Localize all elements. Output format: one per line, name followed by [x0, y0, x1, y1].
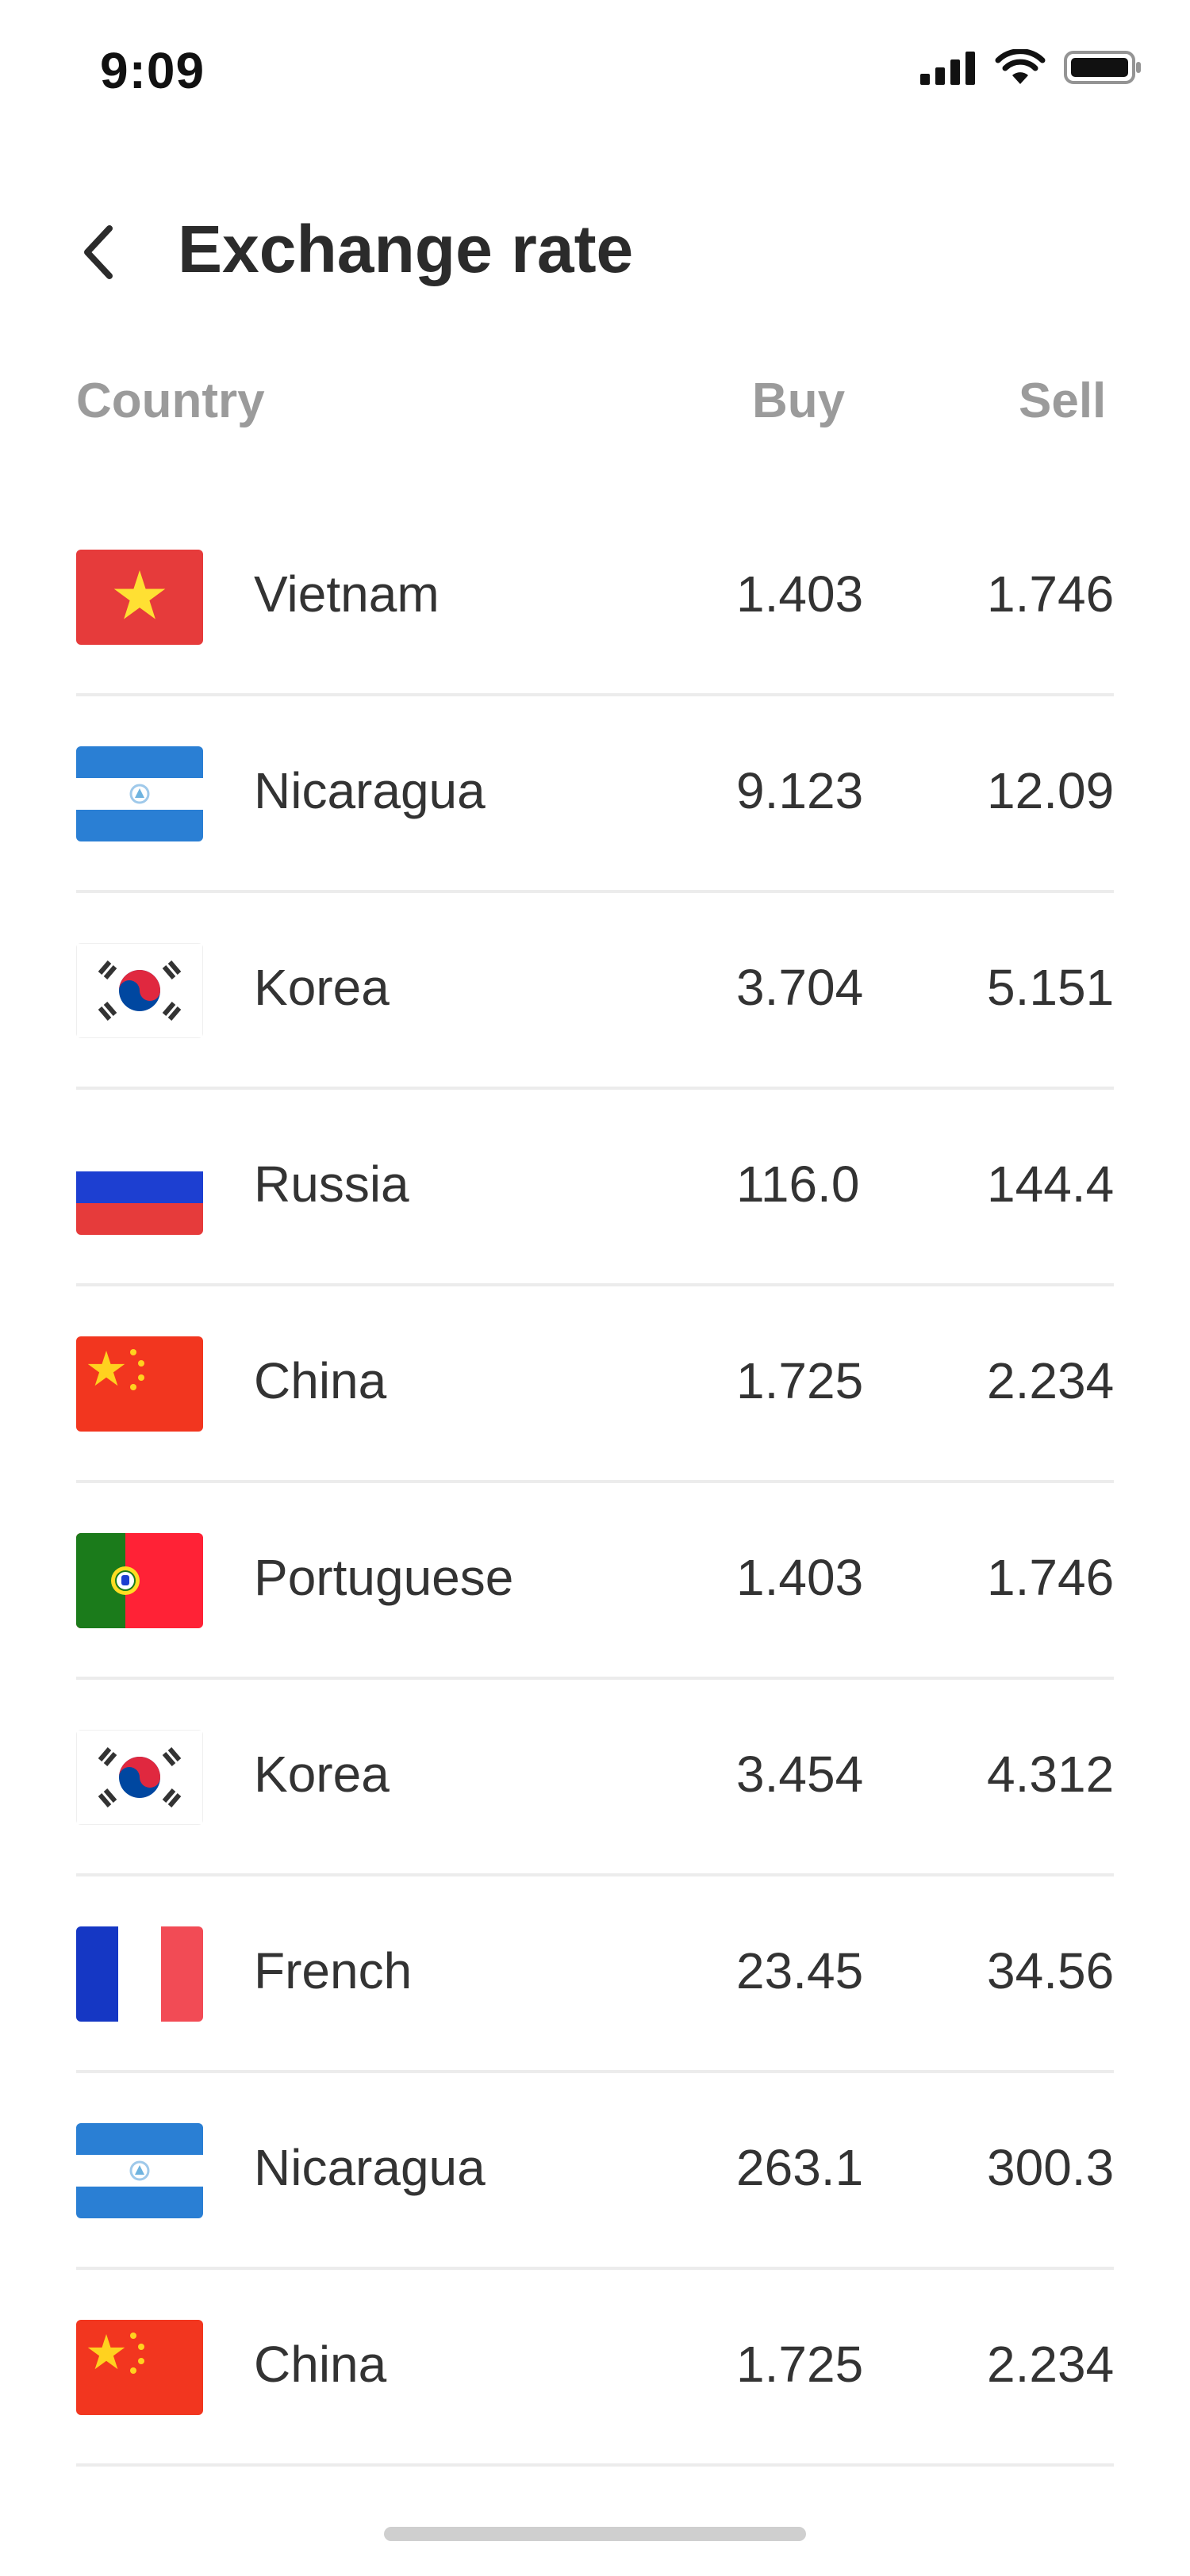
list-item[interactable]: Korea 3.454 4.312: [0, 1680, 1190, 1876]
column-headers: Country Buy Sell: [0, 373, 1190, 444]
buy-rate: 116.0: [736, 1156, 860, 1213]
country-name: Nicaragua: [254, 762, 486, 819]
status-icons: [919, 49, 1142, 86]
sell-rate: 2.234: [987, 1352, 1115, 1409]
sell-rate: 1.746: [987, 1549, 1115, 1606]
korea-flag: [76, 1730, 203, 1825]
list-item[interactable]: China 1.725 2.234: [0, 2270, 1190, 2467]
buy-rate: 1.403: [736, 1549, 864, 1606]
country-name: Korea: [254, 1746, 390, 1803]
country-name: Korea: [254, 959, 390, 1016]
sell-rate: 5.151: [987, 959, 1115, 1016]
exchange-rate-list: Vietnam 1.403 1.746 Nicaragua 9.123 12.0…: [0, 500, 1190, 2467]
country-name: China: [254, 1352, 387, 1409]
row-divider: [76, 1677, 1114, 1680]
sell-rate: 12.09: [987, 762, 1115, 819]
buy-rate: 1.725: [736, 1352, 864, 1409]
country-name: Vietnam: [254, 565, 440, 623]
buy-rate: 3.454: [736, 1746, 864, 1803]
country-name: French: [254, 1942, 413, 1999]
nicaragua-flag: [76, 2123, 203, 2218]
sell-rate: 1.746: [987, 565, 1115, 623]
sell-rate: 4.312: [987, 1746, 1115, 1803]
column-header-sell: Sell: [1019, 374, 1107, 428]
row-divider: [76, 1873, 1114, 1876]
vietnam-flag: [76, 550, 203, 645]
cellular-signal-icon: [920, 52, 975, 85]
list-item[interactable]: Korea 3.704 5.151: [0, 893, 1190, 1090]
buy-rate: 1.725: [736, 2336, 864, 2393]
buy-rate: 3.704: [736, 959, 864, 1016]
home-indicator[interactable]: [384, 2527, 806, 2541]
row-divider: [76, 1283, 1114, 1286]
country-name: Russia: [254, 1156, 409, 1213]
column-header-country: Country: [76, 374, 265, 428]
france-flag: [76, 1926, 203, 2022]
portugal-flag: [76, 1533, 203, 1628]
russia-flag: [76, 1140, 203, 1235]
row-divider: [76, 890, 1114, 893]
row-divider: [76, 1087, 1114, 1090]
buy-rate: 9.123: [736, 762, 864, 819]
status-bar: 9:09: [0, 0, 1190, 143]
list-item[interactable]: Vietnam 1.403 1.746: [0, 500, 1190, 696]
buy-rate: 23.45: [736, 1942, 864, 1999]
back-button[interactable]: [76, 220, 124, 284]
battery-icon: [1064, 51, 1141, 84]
nicaragua-flag: [76, 746, 203, 841]
sell-rate: 2.234: [987, 2336, 1115, 2393]
country-name: Nicaragua: [254, 2139, 486, 2196]
row-divider: [76, 693, 1114, 696]
header: Exchange rate: [0, 182, 1190, 325]
row-divider: [76, 2267, 1114, 2270]
sell-rate: 300.3: [987, 2139, 1115, 2196]
korea-flag: [76, 943, 203, 1038]
china-flag: [76, 1336, 203, 1432]
page-title: Exchange rate: [178, 212, 634, 286]
row-divider: [76, 2463, 1114, 2467]
buy-rate: 1.403: [736, 565, 864, 623]
sell-rate: 144.4: [987, 1156, 1115, 1213]
list-item[interactable]: China 1.725 2.234: [0, 1286, 1190, 1483]
country-name: China: [254, 2336, 387, 2393]
chevron-left-icon: [84, 225, 113, 279]
column-header-buy: Buy: [752, 374, 846, 428]
row-divider: [76, 1480, 1114, 1483]
buy-rate: 263.1: [736, 2139, 864, 2196]
list-item[interactable]: Russia 116.0 144.4: [0, 1090, 1190, 1286]
wifi-icon: [995, 49, 1046, 84]
status-time: 9:09: [100, 42, 205, 99]
list-item[interactable]: Nicaragua 9.123 12.09: [0, 696, 1190, 893]
country-name: Portuguese: [254, 1549, 514, 1606]
list-item[interactable]: French 23.45 34.56: [0, 1876, 1190, 2073]
list-item[interactable]: Portuguese 1.403 1.746: [0, 1483, 1190, 1680]
list-item[interactable]: Nicaragua 263.1 300.3: [0, 2073, 1190, 2270]
row-divider: [76, 2070, 1114, 2073]
sell-rate: 34.56: [987, 1942, 1115, 1999]
china-flag: [76, 2320, 203, 2415]
